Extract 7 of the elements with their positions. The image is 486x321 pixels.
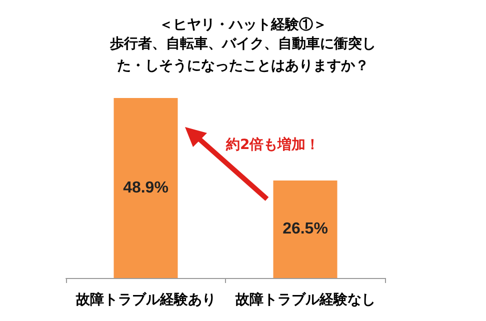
annotation: 約2倍も増加！ [226, 136, 320, 154]
data-label: 26.5% [282, 220, 328, 238]
x-tick-label: 故障トラブル経験なし [234, 291, 376, 307]
chart-subtitle: 歩行者、自転車、バイク、自動車に衝突した・しそうになったことはありますか？ [109, 34, 377, 76]
data-label: 48.9% [123, 180, 168, 197]
x-tick-label: 故障トラブル経験あり [74, 291, 216, 307]
chart-title: ＜ヒヤリ・ハット経験①＞ [159, 16, 327, 32]
